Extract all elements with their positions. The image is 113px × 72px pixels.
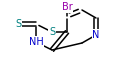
- Text: Br: Br: [61, 2, 72, 12]
- Text: S: S: [15, 19, 21, 29]
- Text: NH: NH: [28, 37, 43, 47]
- Text: S: S: [48, 27, 55, 37]
- Text: N: N: [92, 30, 99, 40]
